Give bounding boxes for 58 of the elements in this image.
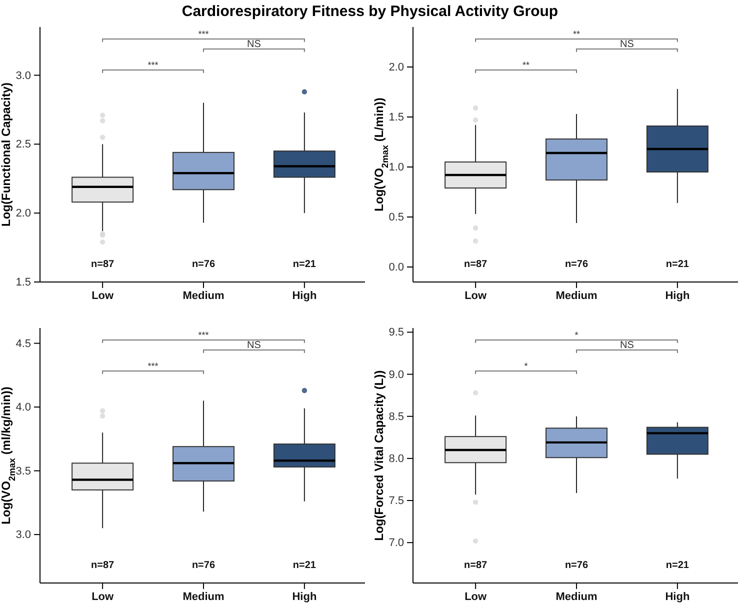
y-tick-label: 8.0	[388, 452, 404, 465]
x-tick-label: High	[665, 590, 690, 603]
x-tick-label: Low	[92, 590, 114, 603]
annotation: n=76	[192, 560, 216, 571]
y-tick-label: 4.0	[16, 402, 31, 414]
annotation: n=87	[464, 259, 488, 270]
annotation: ***	[198, 330, 210, 340]
y-tick-label: 4.5	[16, 338, 31, 350]
annotation: n=21	[666, 259, 690, 270]
annotation: n=76	[564, 259, 588, 270]
y-tick-label: 3.5	[16, 465, 31, 478]
annotation: n=87	[91, 259, 115, 270]
y-tick-label: 2.0	[388, 62, 404, 74]
annotation: n=87	[91, 560, 115, 571]
y-tick-label: 1.5	[16, 276, 31, 289]
text: Cardiorespiratory Fitness by Physical Activity Group	[182, 3, 558, 20]
y-tick-label: 1.5	[388, 112, 404, 124]
annotation: n=21	[292, 560, 316, 571]
annotation: *	[524, 361, 528, 371]
y-axis-title: Log(Forced Vital Capacity (L))	[372, 370, 386, 541]
annotation: **	[572, 29, 580, 39]
annotation: NS	[247, 39, 262, 50]
x-tick-label: Medium	[182, 290, 224, 302]
x-tick-label: Medium	[556, 590, 598, 603]
y-tick-label: 0.0	[388, 262, 404, 274]
x-tick-label: High	[292, 290, 317, 302]
y-tick-label: 2.5	[16, 138, 31, 151]
x-tick-label: Low	[464, 590, 487, 603]
annotation: n=76	[564, 560, 588, 571]
annotation: n=21	[666, 560, 690, 571]
annotation: ***	[198, 29, 210, 39]
y-tick-label: 3.0	[16, 70, 31, 82]
annotation: ***	[148, 361, 159, 371]
y-tick-label: 3.0	[16, 529, 31, 542]
annotation: n=21	[292, 259, 316, 270]
y-tick-label: 7.5	[388, 495, 404, 508]
x-tick-label: High	[292, 590, 317, 603]
x-tick-label: High	[665, 290, 690, 302]
y-tick-label: 9.0	[388, 368, 404, 381]
y-axis-title: Log(Functional Capacity)	[0, 82, 13, 226]
x-tick-label: Low	[464, 290, 487, 302]
annotation: ***	[148, 60, 159, 70]
annotation: n=87	[464, 560, 488, 571]
y-tick-label: 2.0	[16, 208, 31, 220]
annotation: NS	[620, 39, 634, 50]
annotation: NS	[620, 340, 634, 351]
y-tick-label: 0.5	[388, 212, 404, 224]
x-tick-label: Medium	[556, 290, 598, 302]
annotation: n=76	[192, 259, 216, 270]
annotation: *	[574, 330, 579, 340]
annotation: **	[522, 60, 530, 70]
x-tick-label: Low	[92, 290, 114, 302]
y-tick-label: 9.5	[388, 326, 404, 339]
y-tick-label: 7.0	[388, 537, 404, 550]
annotation: NS	[247, 340, 262, 351]
y-tick-label: 1.0	[388, 162, 404, 174]
y-tick-label: 8.5	[388, 410, 404, 423]
x-tick-label: Medium	[182, 590, 224, 603]
